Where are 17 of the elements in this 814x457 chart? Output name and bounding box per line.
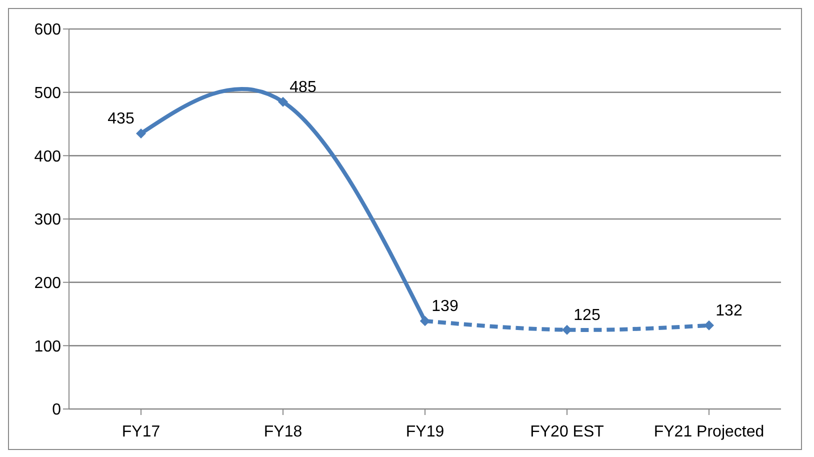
data-label: 485 bbox=[290, 78, 316, 96]
data-label: 132 bbox=[716, 302, 742, 320]
y-tick-label: 200 bbox=[34, 275, 62, 292]
y-tick-label: 600 bbox=[34, 22, 62, 39]
y-tick-label: 500 bbox=[34, 85, 62, 102]
x-tick-label: FY17 bbox=[122, 423, 160, 440]
data-label: 435 bbox=[108, 110, 134, 128]
data-label: 139 bbox=[432, 298, 458, 315]
y-tick-label: 0 bbox=[52, 402, 62, 419]
y-tick-label: 300 bbox=[34, 212, 62, 229]
y-tick-label: 100 bbox=[34, 338, 62, 356]
x-tick-label: FY19 bbox=[406, 423, 444, 440]
x-tick-label: FY18 bbox=[264, 423, 302, 440]
y-tick-label: 400 bbox=[34, 148, 62, 166]
data-label: 125 bbox=[574, 306, 600, 324]
x-tick-label: FY21 Projected bbox=[654, 423, 764, 440]
x-tick-label: FY20 EST bbox=[530, 423, 604, 440]
